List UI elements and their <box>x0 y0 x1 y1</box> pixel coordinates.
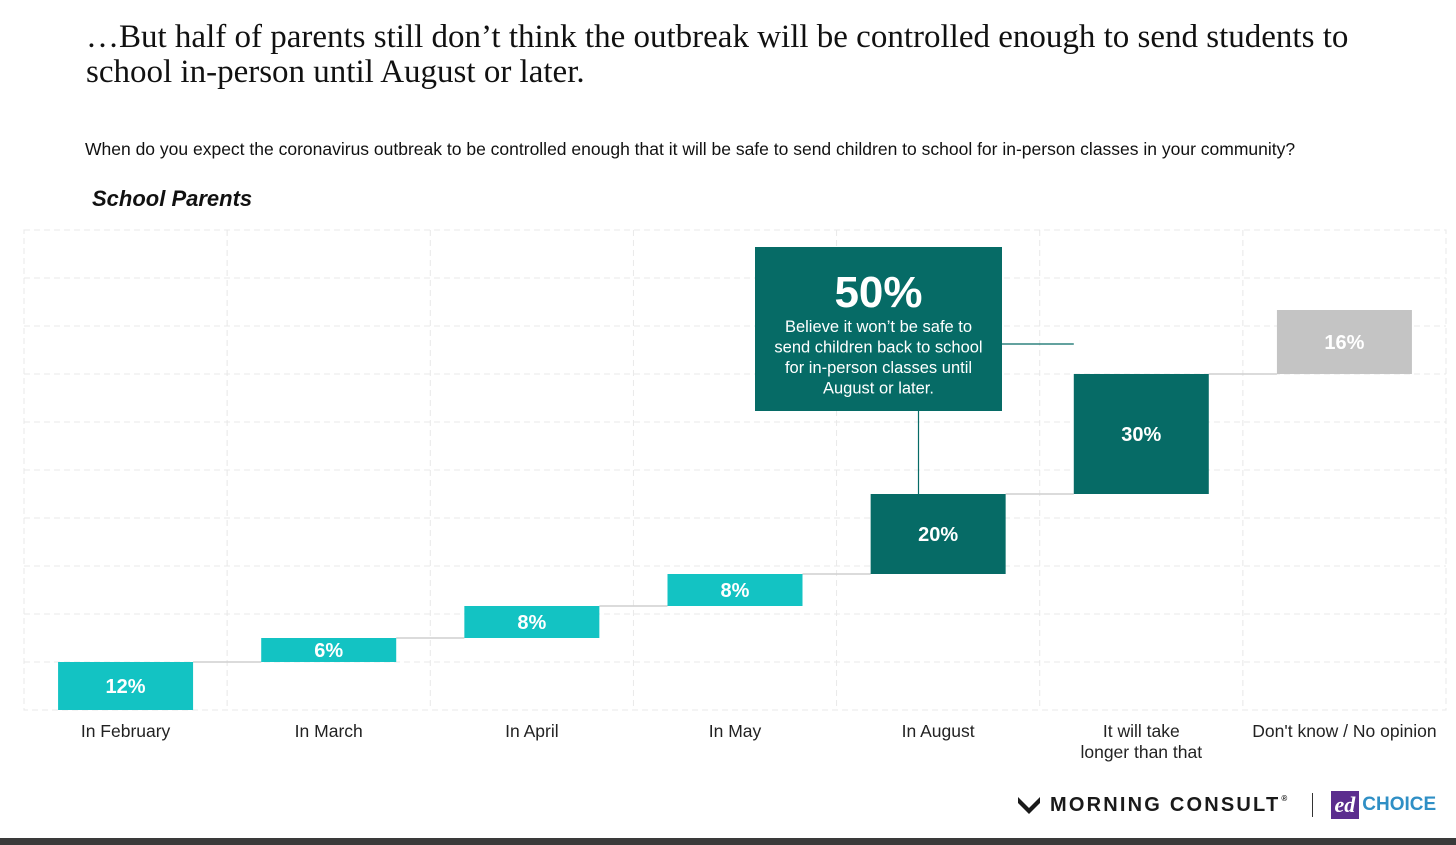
x-tick-label: It will take longer than that <box>1080 721 1202 762</box>
bar-layer <box>58 310 1412 710</box>
annotation-value: 50% <box>834 268 922 317</box>
bar <box>1073 374 1209 494</box>
chart-subtitle: School Parents <box>92 186 253 211</box>
x-tick-label: Don't know / No opinion <box>1252 721 1436 741</box>
edchoice-logo-mark: ed <box>1330 791 1360 819</box>
x-tick-label: In March <box>295 721 363 741</box>
headline: …But half of parents still don’t think t… <box>86 19 1349 90</box>
survey-question: When do you expect the coronavirus outbr… <box>85 139 1296 159</box>
data-label: 6% <box>314 640 343 662</box>
grid-layer <box>23 229 1447 711</box>
morning-consult-logo-text: MORNING CONSULT® <box>1050 793 1290 816</box>
bar <box>1276 310 1412 374</box>
x-tick-label: In August <box>902 721 975 741</box>
waterfall-chart: 12% 6% 8% 8% 20% 30% 16% In February In March In … <box>23 229 1447 762</box>
label-layer: 12% 6% 8% 8% 20% 30% 16% In February In March In … <box>81 332 1437 762</box>
bar <box>464 606 600 638</box>
x-tick-label: In April <box>505 721 559 741</box>
bottom-bar <box>0 838 1456 845</box>
x-tick-label: In May <box>709 721 762 741</box>
x-tick-label: In February <box>81 721 171 741</box>
annotation-text: Believe it won’t be safe to send children… <box>774 318 982 398</box>
data-label: 12% <box>106 676 146 698</box>
data-label: 30% <box>1121 424 1161 446</box>
bar <box>667 574 803 606</box>
bar <box>58 662 194 710</box>
data-label: 16% <box>1324 332 1364 354</box>
bar <box>870 494 1006 574</box>
data-label: 20% <box>918 524 958 546</box>
footer-logos: MORNING CONSULT® ed CHOICE <box>1016 788 1436 822</box>
data-label: 8% <box>517 612 546 634</box>
bar <box>261 638 397 662</box>
logo-divider <box>1311 793 1313 817</box>
data-label: 8% <box>721 580 750 602</box>
annotation-box <box>755 247 1002 411</box>
morning-consult-logo-icon <box>1018 797 1040 814</box>
annotation-layer: 50%Believe it won’t be safe to send child… <box>755 247 1074 494</box>
edchoice-logo-text: CHOICE <box>1362 794 1437 815</box>
connector-layer <box>193 373 1277 663</box>
